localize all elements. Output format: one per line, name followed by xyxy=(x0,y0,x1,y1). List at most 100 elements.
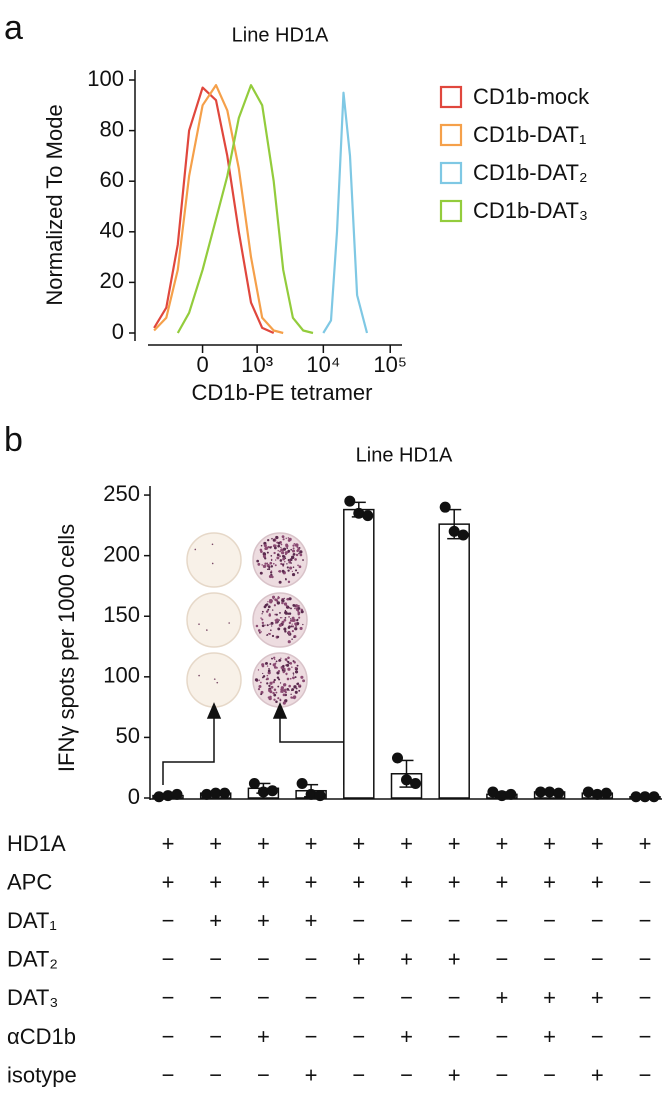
spot xyxy=(272,538,275,541)
spot xyxy=(255,624,259,628)
spot xyxy=(228,622,230,624)
histogram-line xyxy=(176,84,314,335)
spot xyxy=(281,535,285,539)
spot xyxy=(294,622,297,625)
spot xyxy=(284,609,287,612)
replicate-point xyxy=(553,787,565,799)
spot xyxy=(287,667,291,671)
spot xyxy=(288,597,292,601)
spot xyxy=(284,577,287,580)
spot xyxy=(259,681,262,684)
spot xyxy=(278,658,281,661)
replicate-point xyxy=(171,788,183,800)
spot xyxy=(270,685,274,689)
replicate-point xyxy=(410,777,421,789)
spot xyxy=(283,627,287,631)
spot xyxy=(289,558,293,561)
arrowhead xyxy=(272,702,288,719)
spot xyxy=(277,697,280,700)
condition-cell: + xyxy=(305,869,318,894)
spot xyxy=(290,555,295,560)
spot xyxy=(285,537,287,540)
spot xyxy=(268,568,271,571)
spot xyxy=(211,543,214,546)
condition-cell: + xyxy=(352,869,365,894)
y-tick-label: 20 xyxy=(100,268,124,293)
spot xyxy=(290,625,293,628)
arrowhead xyxy=(206,702,222,719)
condition-cell: + xyxy=(591,831,604,856)
spot xyxy=(273,693,277,697)
spot xyxy=(270,565,274,568)
spot xyxy=(270,555,273,557)
spot xyxy=(266,665,269,667)
spot xyxy=(269,600,271,602)
spot xyxy=(276,635,280,639)
spot xyxy=(267,669,271,673)
condition-cell: + xyxy=(448,947,461,972)
condition-cell: − xyxy=(448,1024,461,1049)
spot xyxy=(267,539,270,542)
spot xyxy=(296,622,300,625)
spot xyxy=(282,693,286,697)
spot xyxy=(265,610,269,613)
spot xyxy=(198,674,200,677)
spot xyxy=(275,691,278,694)
spot xyxy=(271,634,275,638)
spot xyxy=(284,561,286,563)
spot xyxy=(270,629,272,632)
spot xyxy=(285,543,289,547)
spot xyxy=(268,684,271,687)
spot xyxy=(284,616,287,619)
spot xyxy=(257,688,261,691)
spot xyxy=(296,664,299,667)
x-tick-label: 10³ xyxy=(241,352,273,377)
spot xyxy=(269,561,273,565)
spot xyxy=(296,571,299,574)
spot xyxy=(260,693,263,696)
condition-label: DAT₁ xyxy=(7,908,57,933)
condition-cell: + xyxy=(591,1062,604,1087)
spot xyxy=(285,659,287,661)
spot xyxy=(272,680,276,684)
condition-cell: + xyxy=(305,908,318,933)
condition-cell: + xyxy=(352,947,365,972)
spot xyxy=(293,542,296,545)
legend-label: CD1b-mock xyxy=(473,84,590,109)
condition-cell: − xyxy=(639,908,652,933)
well-unstimulated xyxy=(186,592,242,648)
well-stimulated xyxy=(252,592,308,648)
spot xyxy=(291,570,293,572)
spot xyxy=(286,597,290,601)
spot xyxy=(256,559,260,563)
spot xyxy=(266,551,269,554)
replicate-point xyxy=(544,786,556,798)
spot xyxy=(297,611,301,615)
spot xyxy=(272,595,276,599)
arrow xyxy=(162,716,215,785)
spot xyxy=(291,696,294,699)
spot xyxy=(276,541,278,544)
spot xyxy=(259,548,263,552)
spot xyxy=(259,631,262,634)
spot xyxy=(288,633,291,635)
spot xyxy=(298,689,301,692)
spot xyxy=(281,691,284,694)
spot xyxy=(281,599,285,603)
histogram-line xyxy=(153,84,284,335)
replicate-point xyxy=(314,790,326,802)
spot xyxy=(261,664,265,668)
spot xyxy=(264,603,268,607)
y-tick-label: 0 xyxy=(128,784,140,809)
condition-cell: − xyxy=(639,985,652,1010)
spot xyxy=(285,672,288,675)
legend-swatch xyxy=(439,85,463,109)
condition-cell: − xyxy=(209,1024,222,1049)
spot xyxy=(261,618,264,621)
well-unstimulated xyxy=(186,652,242,708)
condition-label: APC xyxy=(7,869,52,894)
condition-cell: + xyxy=(257,831,270,856)
spot xyxy=(294,627,298,631)
spot xyxy=(289,619,293,622)
condition-cell: − xyxy=(639,869,652,894)
